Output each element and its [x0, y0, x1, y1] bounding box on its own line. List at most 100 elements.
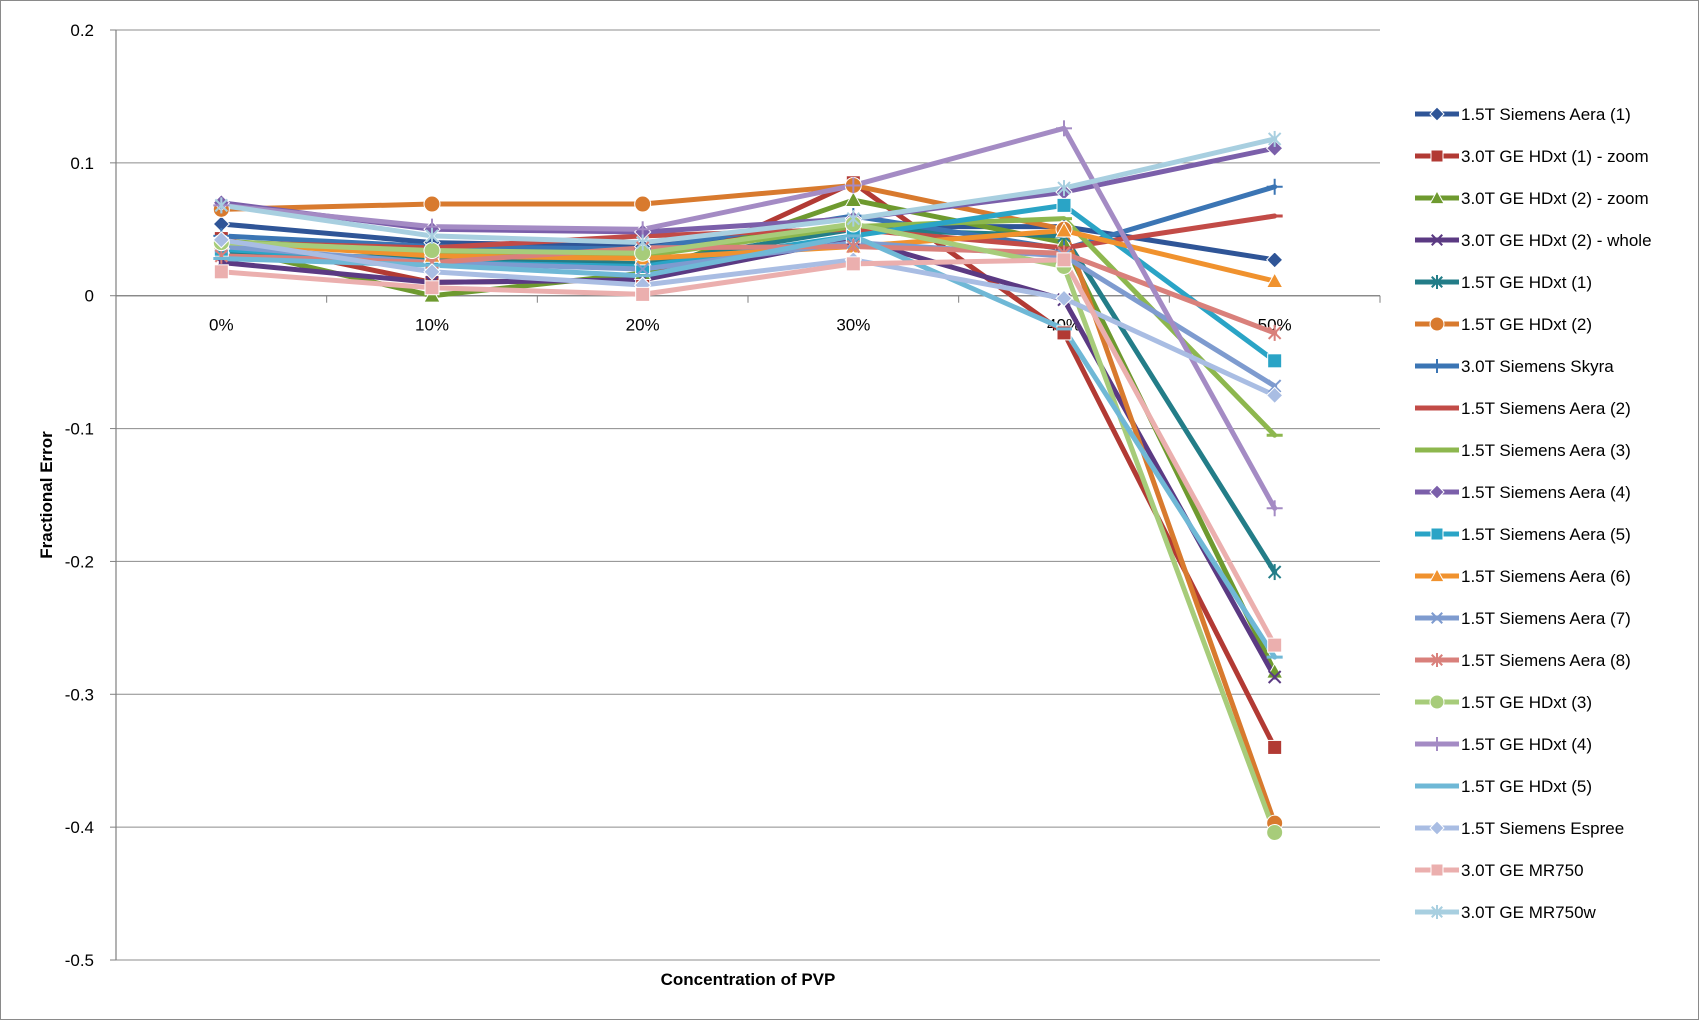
legend-item: 1.5T GE HDxt (3) [1415, 693, 1592, 712]
legend-item: 1.5T Siemens Aera (2) [1415, 399, 1631, 418]
legend-item: 1.5T GE HDxt (4) [1415, 735, 1592, 754]
data-point-4-6 [1267, 670, 1282, 684]
data-point-18-2 [423, 263, 441, 281]
data-point-16-4 [845, 177, 862, 194]
legend-item: 1.5T GE HDxt (5) [1415, 777, 1592, 796]
legend-marker [1430, 359, 1444, 373]
legend-label: 1.5T GE HDxt (5) [1461, 777, 1592, 796]
legend-marker [1431, 905, 1443, 919]
legend-marker [1430, 863, 1444, 877]
legend-label: 1.5T GE HDxt (3) [1461, 693, 1592, 712]
legend-label: 1.5T Siemens Espree [1461, 819, 1624, 838]
legend-marker [1431, 653, 1443, 667]
y-tick-label: -0.1 [65, 420, 94, 439]
data-point-19-4 [845, 256, 861, 272]
legend-marker [1431, 275, 1443, 289]
data-point-18-1 [212, 231, 231, 249]
data-point-18-6 [1265, 386, 1284, 405]
legend-item: 3.0T GE HDxt (2) - zoom [1415, 189, 1649, 208]
legend-item: 3.0T GE MR750 [1415, 861, 1584, 880]
data-point-16-5 [1056, 120, 1072, 137]
data-point-1-6 [1265, 251, 1284, 269]
data-point-20-3 [635, 234, 650, 251]
legend-item: 1.5T GE HDxt (1) [1415, 273, 1592, 292]
data-point-3-4 [844, 191, 863, 207]
data-point-20-5 [1057, 180, 1071, 197]
legend-marker [1429, 316, 1445, 332]
y-tick-label: 0.2 [70, 21, 94, 40]
legend-item: 3.0T GE HDxt (1) - zoom [1415, 147, 1649, 166]
legend-item: 1.5T GE HDxt (2) [1415, 315, 1592, 334]
legend-marker [1429, 484, 1445, 500]
data-point-11-6 [1267, 353, 1283, 369]
data-point-7-6 [1266, 178, 1283, 195]
legend-item: 1.5T Siemens Espree [1415, 819, 1624, 838]
legend-item: 3.0T GE MR750w [1415, 903, 1597, 922]
x-tick-label: 20% [626, 316, 660, 335]
data-point-20-2 [425, 227, 439, 244]
series-line-14 [218, 244, 1278, 336]
data-point-13-6 [1267, 379, 1282, 393]
legend-item: 1.5T Siemens Aera (5) [1415, 525, 1631, 544]
x-tick-label: 0% [209, 316, 234, 335]
legend-marker [1429, 106, 1445, 122]
legend-item: 3.0T GE HDxt (2) - whole [1415, 231, 1652, 250]
series-markers [212, 120, 1284, 841]
data-point-16-6 [1266, 500, 1283, 517]
legend-label: 3.0T Siemens Skyra [1461, 357, 1614, 376]
data-point-6-3 [634, 195, 652, 213]
legend-label: 3.0T GE MR750 [1461, 861, 1584, 880]
legend-item: 3.0T Siemens Skyra [1415, 357, 1614, 376]
y-tick-labels: 0.2 0.1 0 -0.1 -0.2 -0.3 -0.4 -0.5 [65, 21, 94, 970]
legend-marker [1430, 737, 1444, 751]
legend-marker [1429, 820, 1445, 836]
legend: 1.5T Siemens Aera (1) 3.0T GE HDxt (1) - … [1415, 105, 1652, 922]
data-point-19-1 [213, 264, 229, 280]
data-point-6-2 [423, 195, 441, 213]
legend-label: 1.5T Siemens Aera (3) [1461, 441, 1631, 460]
x-tick-label: 40% [1047, 316, 1081, 335]
legend-label: 1.5T Siemens Aera (8) [1461, 651, 1631, 670]
data-point-14-6 [1267, 324, 1282, 341]
x-axis-title: Concentration of PVP [661, 970, 836, 989]
legend-marker [1430, 527, 1444, 541]
series-line-12 [218, 228, 1278, 284]
legend-label: 1.5T GE HDxt (4) [1461, 735, 1592, 754]
y-tick-label: -0.5 [65, 951, 94, 970]
legend-item: 1.5T Siemens Aera (4) [1415, 483, 1631, 502]
legend-label: 1.5T Siemens Aera (7) [1461, 609, 1631, 628]
y-axis-title: Fractional Error [37, 431, 56, 559]
y-tick-label: -0.3 [65, 685, 94, 704]
data-point-12-5 [1055, 221, 1073, 238]
legend-label: 1.5T Siemens Aera (1) [1461, 105, 1631, 124]
data-point-15-2 [423, 242, 441, 260]
data-point-5-6 [1267, 564, 1282, 581]
series-line-20 [218, 136, 1278, 246]
legend-item: 1.5T Siemens Aera (7) [1415, 609, 1631, 628]
data-point-19-2 [424, 280, 440, 296]
legend-item: 1.5T Siemens Aera (8) [1415, 651, 1631, 670]
data-point-12-6 [1265, 272, 1284, 288]
y-tick-label: -0.4 [65, 818, 94, 837]
data-point-19-5 [1056, 252, 1072, 268]
x-tick-labels: 0% 10% 20% 30% 40% 50% [209, 316, 1292, 335]
legend-label: 3.0T GE MR750w [1461, 903, 1597, 922]
y-tick-label: 0.1 [70, 154, 94, 173]
series-line-2 [218, 180, 1278, 750]
legend-item: 1.5T Siemens Aera (6) [1415, 567, 1631, 586]
data-point-19-6 [1267, 637, 1283, 653]
y-tick-label: 0 [85, 287, 94, 306]
legend-label: 1.5T GE HDxt (2) [1461, 315, 1592, 334]
data-point-20-6 [1267, 130, 1282, 147]
data-point-2-6 [1267, 739, 1283, 755]
legend-label: 1.5T Siemens Aera (4) [1461, 483, 1631, 502]
legend-item: 1.5T Siemens Aera (3) [1415, 441, 1631, 460]
data-point-15-6 [1266, 823, 1284, 841]
data-point-13-3 [635, 262, 650, 276]
series-line-16 [218, 125, 1278, 511]
legend-label: 1.5T GE HDxt (1) [1461, 273, 1592, 292]
series-line-19 [218, 257, 1278, 648]
x-tick-label: 10% [415, 316, 449, 335]
